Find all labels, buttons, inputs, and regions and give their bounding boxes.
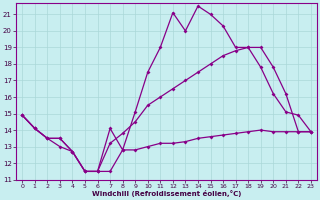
- X-axis label: Windchill (Refroidissement éolien,°C): Windchill (Refroidissement éolien,°C): [92, 190, 241, 197]
